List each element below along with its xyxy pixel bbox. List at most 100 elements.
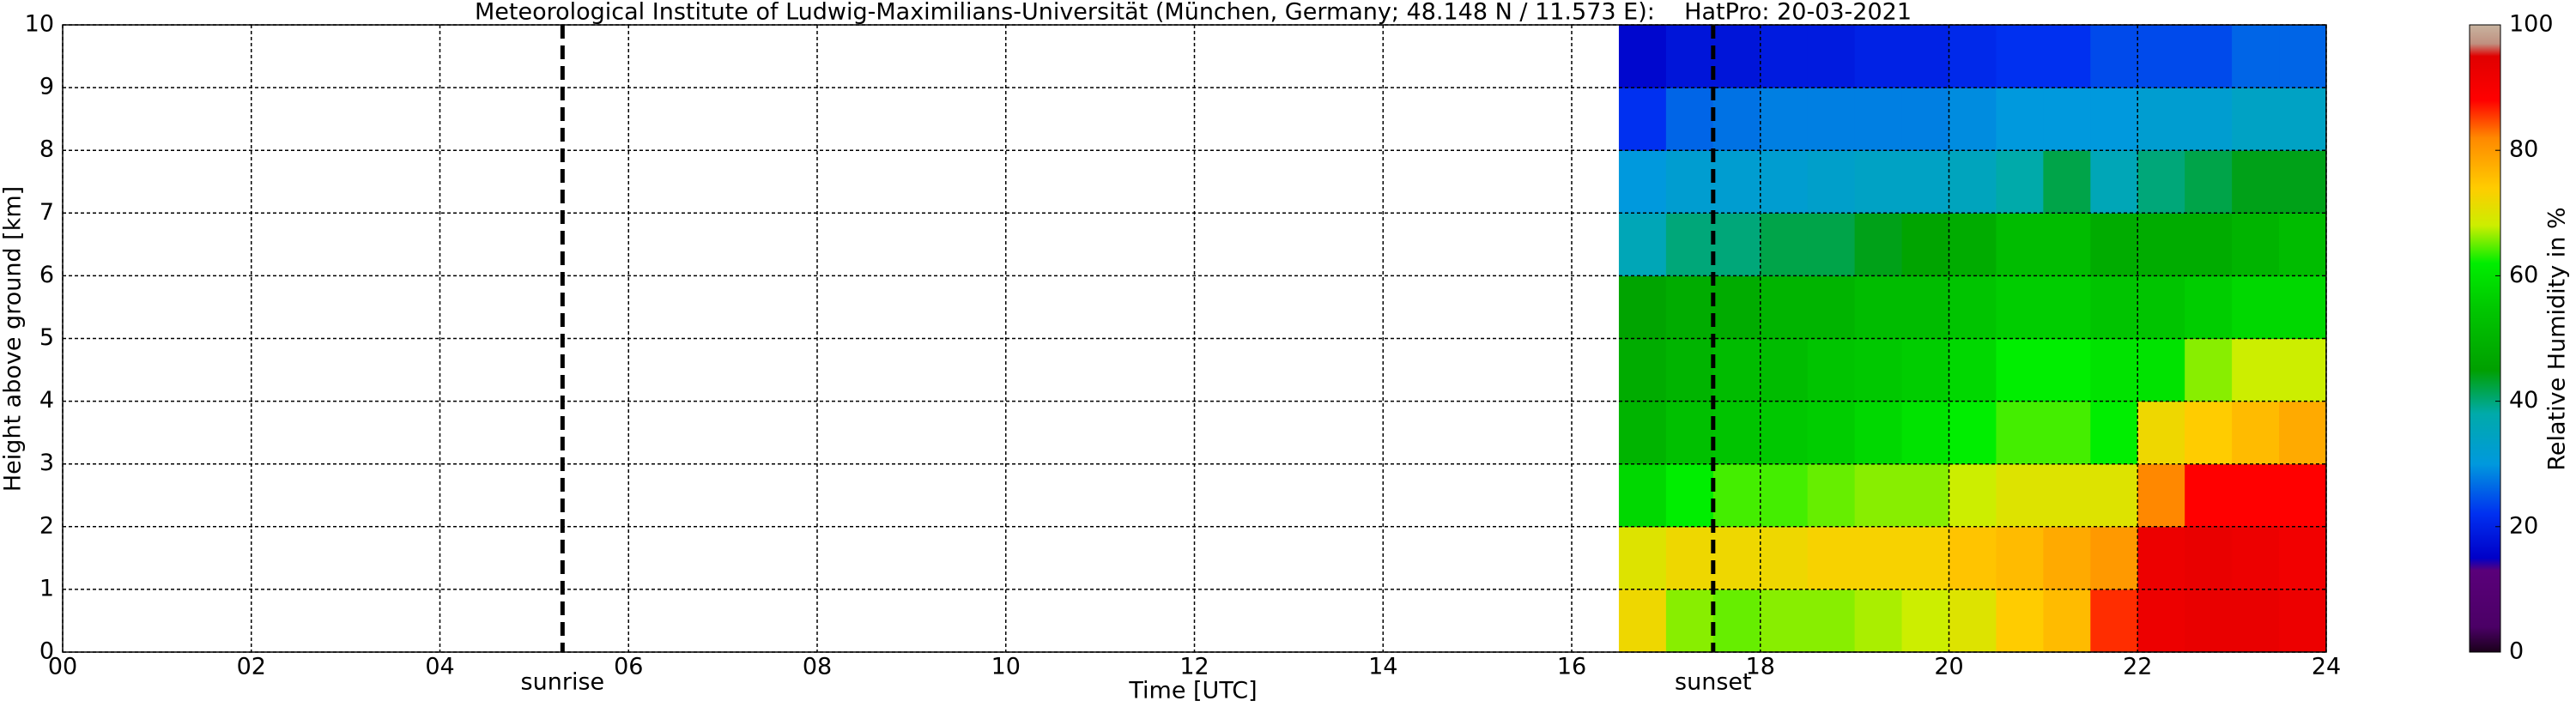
heatmap-cell xyxy=(2137,88,2185,151)
heatmap-cell xyxy=(1618,25,1667,88)
heatmap-cell xyxy=(1618,401,1667,465)
heatmap-cell xyxy=(1618,275,1667,339)
heatmap-cell xyxy=(1760,150,1809,214)
heatmap-cell xyxy=(1901,338,1949,402)
heatmap-cell xyxy=(1712,589,1761,653)
heatmap-cell xyxy=(2090,88,2138,151)
heatmap-cell xyxy=(1665,88,1714,151)
heatmap-cell xyxy=(1665,401,1714,465)
heatmap-cell xyxy=(1665,463,1714,528)
heatmap-cell xyxy=(2043,275,2091,339)
heatmap-cell xyxy=(1760,526,1809,590)
heatmap-cell xyxy=(1618,463,1667,528)
heatmap-cell xyxy=(1807,526,1856,590)
colorbar-label: Relative Humidity in % xyxy=(2544,207,2571,470)
chart-title: Meteorological Institute of Ludwig-Maxim… xyxy=(475,0,1912,26)
heatmap-cell xyxy=(1901,526,1949,590)
x-tick-label: 24 xyxy=(2312,654,2341,680)
heatmap-cell xyxy=(1901,275,1949,339)
heatmap-cell xyxy=(2232,213,2280,276)
y-tick-label: 3 xyxy=(39,450,54,476)
heatmap-cell xyxy=(1807,275,1856,339)
heatmap-cell xyxy=(1807,150,1856,214)
heatmap-cell xyxy=(1854,88,1903,151)
heatmap-cell xyxy=(2043,526,2091,590)
heatmap-cell xyxy=(2279,88,2327,151)
heatmap-cell xyxy=(1760,88,1809,151)
heatmap-cell xyxy=(2090,150,2138,214)
heatmap-cell xyxy=(2090,213,2138,276)
heatmap-cell xyxy=(1854,275,1903,339)
heatmap-cell xyxy=(2090,589,2138,653)
heatmap-cell xyxy=(1996,88,2044,151)
heatmap-cell xyxy=(2137,526,2185,590)
heatmap-cell xyxy=(1996,275,2044,339)
heatmap-cell xyxy=(2279,338,2327,402)
heatmap-cell xyxy=(1949,88,1997,151)
heatmap-cell xyxy=(1618,589,1667,653)
heatmap-cell xyxy=(2043,589,2091,653)
heatmap-cell xyxy=(2279,213,2327,276)
heatmap-cell xyxy=(1996,463,2044,528)
heatmap-cell xyxy=(1807,25,1856,88)
heatmap-cell xyxy=(1901,213,1949,276)
heatmap-cell xyxy=(1807,88,1856,151)
heatmap-cell xyxy=(2090,338,2138,402)
heatmap-cell xyxy=(1807,463,1856,528)
heatmap-cell xyxy=(1618,150,1667,214)
heatmap-cell xyxy=(2232,526,2280,590)
heatmap-cell xyxy=(2185,88,2233,151)
heatmap-cell xyxy=(1854,213,1903,276)
heatmap-cell xyxy=(1760,401,1809,465)
heatmap-cell xyxy=(1949,275,1997,339)
y-tick-label: 9 xyxy=(39,74,54,100)
heatmap-cell xyxy=(2090,463,2138,528)
heatmap-cell xyxy=(2185,25,2233,88)
heatmap-cell xyxy=(2137,589,2185,653)
heatmap-cell xyxy=(1996,526,2044,590)
heatmap-cell xyxy=(2232,463,2280,528)
heatmap-cell xyxy=(1712,213,1761,276)
heatmap-cell xyxy=(1949,463,1997,528)
heatmap-cell xyxy=(2232,589,2280,653)
heatmap-cell xyxy=(1854,463,1903,528)
x-tick-label: 08 xyxy=(803,654,832,680)
heatmap-cell xyxy=(1712,526,1761,590)
heatmap-cell xyxy=(2185,526,2233,590)
heatmap-cell xyxy=(1901,589,1949,653)
heatmap-cell xyxy=(2137,401,2185,465)
x-tick-label: 10 xyxy=(991,654,1021,680)
heatmap-cell xyxy=(1760,275,1809,339)
x-tick-label: 06 xyxy=(614,654,643,680)
colorbar xyxy=(2469,24,2501,653)
heatmap-cell xyxy=(1949,338,1997,402)
heatmap-cell xyxy=(2043,401,2091,465)
heatmap-cell xyxy=(2185,338,2233,402)
heatmap-cell xyxy=(2043,25,2091,88)
heatmap-cell xyxy=(1901,88,1949,151)
heatmap-cell xyxy=(1665,25,1714,88)
heatmap-cell xyxy=(2279,526,2327,590)
plot-frame xyxy=(62,24,2327,653)
heatmap-cell xyxy=(2043,338,2091,402)
heatmap-cell xyxy=(1996,401,2044,465)
heatmap-cell xyxy=(1949,589,1997,653)
heatmap-cell xyxy=(1760,338,1809,402)
heatmap-cell xyxy=(1618,338,1667,402)
y-tick-label: 0 xyxy=(39,638,54,665)
heatmap-cell xyxy=(2185,213,2233,276)
heatmap-cell xyxy=(1854,401,1903,465)
heatmap-cell xyxy=(1665,338,1714,402)
heatmap-cell xyxy=(1760,463,1809,528)
heatmap-cell xyxy=(2232,25,2280,88)
heatmap-cell xyxy=(2279,150,2327,214)
heatmap-cell xyxy=(1712,150,1761,214)
heatmap-cell xyxy=(2090,401,2138,465)
y-tick-label: 8 xyxy=(39,136,54,163)
x-tick-label: 20 xyxy=(1934,654,1963,680)
heatmap-cell xyxy=(1949,25,1997,88)
heatmap-cell xyxy=(1665,526,1714,590)
x-tick-label: 02 xyxy=(237,654,266,680)
heatmap-cell xyxy=(2232,88,2280,151)
heatmap-cell xyxy=(2043,213,2091,276)
